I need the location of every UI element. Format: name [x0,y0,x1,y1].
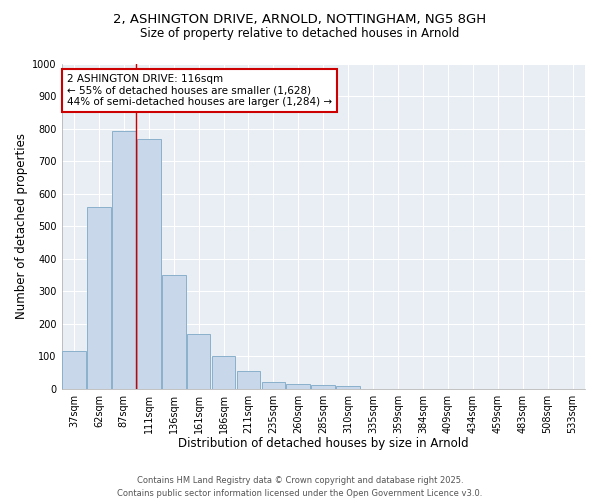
X-axis label: Distribution of detached houses by size in Arnold: Distribution of detached houses by size … [178,437,469,450]
Text: Size of property relative to detached houses in Arnold: Size of property relative to detached ho… [140,28,460,40]
Bar [112,130,136,388]
Bar [311,386,335,388]
Y-axis label: Number of detached properties: Number of detached properties [15,134,28,320]
Text: Contains HM Land Registry data © Crown copyright and database right 2025.
Contai: Contains HM Land Registry data © Crown c… [118,476,482,498]
Bar [236,370,260,388]
Bar [262,382,285,388]
Bar [87,207,111,388]
Bar [212,356,235,388]
Bar [286,384,310,388]
Bar [162,275,185,388]
Text: 2 ASHINGTON DRIVE: 116sqm
← 55% of detached houses are smaller (1,628)
44% of se: 2 ASHINGTON DRIVE: 116sqm ← 55% of detac… [67,74,332,107]
Bar [137,138,161,388]
Bar [62,352,86,389]
Bar [187,334,211,388]
Bar [337,386,360,388]
Text: 2, ASHINGTON DRIVE, ARNOLD, NOTTINGHAM, NG5 8GH: 2, ASHINGTON DRIVE, ARNOLD, NOTTINGHAM, … [113,12,487,26]
